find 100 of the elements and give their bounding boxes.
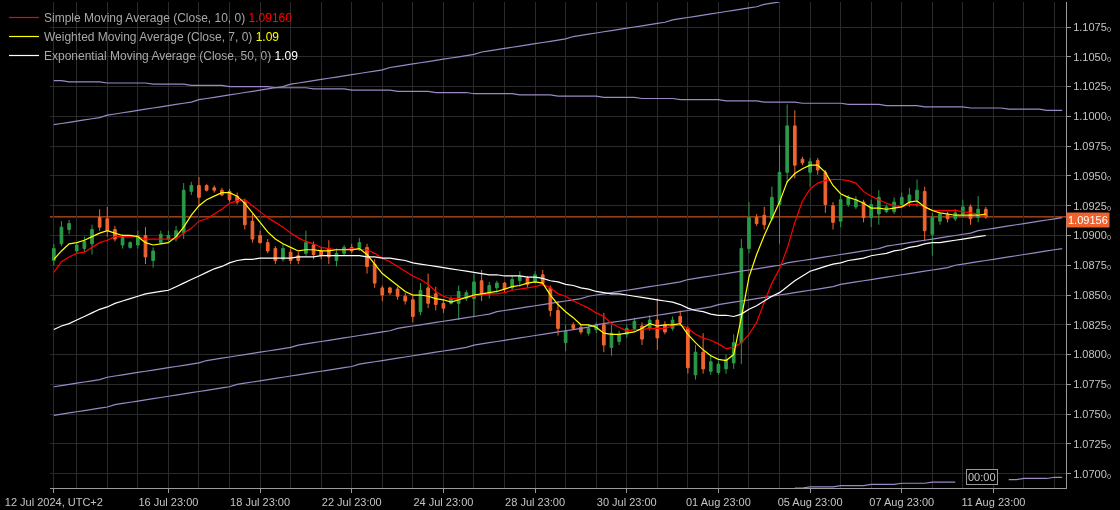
annotation: 1.09160: [248, 11, 293, 26]
candlestick: [938, 212, 942, 226]
y-tick-label: 1.0925₀: [1073, 199, 1112, 212]
x-tick-label: 05 Aug 23:00: [777, 496, 843, 509]
y-tick-label: 1.0725₀: [1073, 437, 1112, 450]
y-tick-label: 1.0975₀: [1073, 139, 1112, 152]
candlestick: [808, 157, 812, 188]
y-tick-label: 1.1075₀: [1073, 20, 1112, 33]
ref-line-label: 1.09156: [1068, 214, 1108, 226]
candlestick: [136, 230, 140, 250]
candlestick: [128, 240, 133, 250]
candlestick: [82, 236, 87, 253]
candlestick: [701, 332, 705, 375]
candlestick: [930, 212, 935, 257]
candlestick: [632, 317, 637, 332]
candlestick: [204, 183, 209, 192]
candlestick: [258, 230, 262, 245]
candlestick: [785, 103, 790, 184]
candlestick: [67, 219, 71, 235]
candlestick: [571, 321, 576, 331]
line-series: [53, 247, 1063, 416]
candlestick: [197, 176, 201, 208]
x-tick-label: 12 Jul 2024, UTC+2: [4, 496, 103, 509]
candlestick: [502, 281, 507, 294]
candlestick: [311, 240, 316, 260]
legend-label: Exponential Moving Average (Close, 50, 0): [44, 49, 272, 64]
candlestick: [334, 248, 339, 267]
candlestick: [686, 325, 690, 375]
candlestick: [395, 286, 400, 301]
candlestick: [815, 157, 820, 176]
candlestick: [212, 184, 217, 194]
candlestick: [907, 187, 912, 208]
x-tick-label: 18 Jul 23:00: [230, 496, 291, 509]
candlestick: [655, 298, 660, 351]
candlestick: [617, 330, 621, 346]
annotation: 00:00: [968, 471, 996, 483]
y-tick-label: 1.0800₀: [1073, 348, 1112, 361]
annotation: 1.09: [255, 30, 280, 45]
y-tick-label: 1.0825₀: [1073, 318, 1112, 331]
candlestick: [181, 182, 186, 240]
candlestick: [800, 156, 805, 166]
candlestick: [495, 280, 499, 294]
y-tick-label: 1.0775₀: [1073, 378, 1112, 391]
candlestick: [961, 199, 965, 219]
candlestick: [792, 109, 797, 179]
candlestick: [770, 186, 774, 222]
candlestick: [869, 199, 874, 228]
candlestick: [433, 286, 438, 312]
candlestick: [838, 194, 843, 228]
x-tick-label: 28 Jul 23:00: [505, 496, 566, 509]
y-tick-label: 1.1050₀: [1073, 50, 1112, 63]
candlestick: [777, 144, 782, 245]
line-series: [53, 234, 987, 331]
candlestick: [563, 324, 568, 352]
x-tick-label: 24 Jul 23:00: [413, 496, 474, 509]
candlestick: [411, 295, 415, 323]
candlestick: [380, 285, 385, 302]
y-tick-label: 1.0950₀: [1073, 169, 1112, 182]
candlestick: [51, 243, 56, 266]
candlestick: [899, 192, 904, 208]
candlestick: [479, 269, 484, 302]
candlestick: [357, 237, 362, 252]
candlestick: [74, 242, 79, 254]
candlestick: [823, 169, 828, 214]
legend-label: Simple Moving Average (Close, 10, 0): [44, 11, 246, 26]
candlestick: [426, 273, 430, 309]
candlestick: [747, 201, 751, 254]
candlestick: [708, 354, 713, 376]
candlestick: [151, 246, 155, 269]
legend-label: Weighted Moving Average (Close, 7, 0): [44, 30, 253, 45]
candlestick: [59, 220, 64, 247]
x-tick-label: 22 Jul 23:00: [321, 496, 382, 509]
candlestick: [586, 324, 591, 337]
candlestick: [403, 292, 408, 306]
y-tick-label: 1.1025₀: [1073, 80, 1112, 93]
y-tick-label: 1.0750₀: [1073, 408, 1112, 420]
candlestick: [556, 300, 560, 337]
candlestick: [90, 224, 94, 256]
annotation: 1.09: [274, 49, 299, 64]
x-tick-label: 30 Jul 23:00: [596, 496, 657, 509]
candlestick: [739, 238, 744, 365]
y-tick-label: 1.1000₀: [1073, 110, 1112, 123]
candlestick: [120, 233, 125, 250]
y-tick-label: 1.0900₀: [1073, 229, 1112, 242]
candlestick: [372, 258, 377, 289]
candlestick: [265, 238, 270, 254]
x-tick-label: 07 Aug 23:00: [869, 496, 935, 509]
y-tick-label: 1.0875₀: [1073, 259, 1112, 272]
x-tick-label: 11 Aug 23:00: [961, 496, 1026, 509]
candlestick: [846, 194, 851, 208]
candlestick: [441, 299, 446, 314]
candlestick: [854, 195, 858, 210]
y-tick-label: 1.0850₀: [1073, 288, 1112, 301]
line-series: [53, 217, 1063, 388]
candlestick: [189, 181, 194, 196]
candlestick: [609, 324, 614, 357]
x-tick-label: 16 Jul 23:00: [138, 496, 199, 509]
y-tick-label: 1.0700₀: [1073, 467, 1112, 480]
candlestick: [517, 270, 522, 288]
candlestick: [602, 312, 606, 353]
